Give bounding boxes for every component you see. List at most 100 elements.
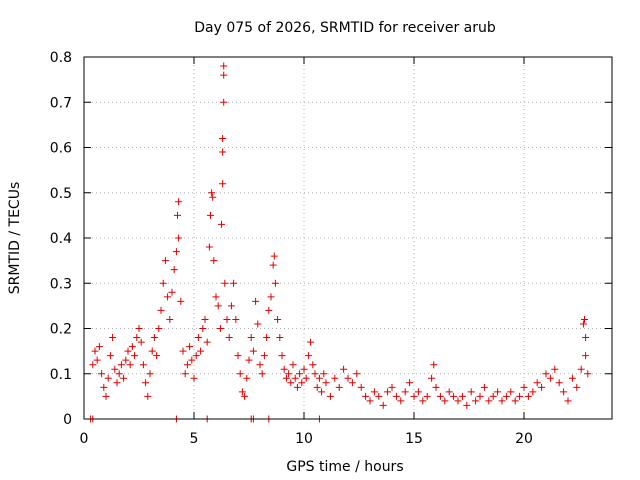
data-point (579, 320, 587, 328)
data-point (564, 397, 572, 405)
data-point (150, 334, 158, 342)
data-point (113, 379, 121, 387)
data-point (271, 279, 279, 287)
data-point (243, 374, 251, 382)
y-tick-label: 0 (63, 412, 72, 428)
data-point (256, 361, 264, 369)
data-point (450, 392, 458, 400)
data-point (538, 383, 546, 391)
data-point (139, 361, 147, 369)
data-point (100, 383, 108, 391)
data-point (252, 297, 260, 305)
data-point (289, 361, 297, 369)
data-point (201, 315, 209, 323)
data-point (265, 306, 273, 314)
data-point (320, 370, 328, 378)
data-point (357, 383, 365, 391)
data-point (441, 397, 449, 405)
chart-title: Day 075 of 2026, SRMTID for receiver aru… (194, 20, 496, 36)
data-point (480, 383, 488, 391)
data-point (236, 370, 244, 378)
data-point (153, 352, 161, 360)
data-point (542, 370, 550, 378)
data-point (573, 383, 581, 391)
y-tick-label: 0.1 (50, 367, 72, 383)
data-point (194, 334, 202, 342)
data-point (219, 180, 227, 188)
data-point (161, 257, 169, 265)
data-point (111, 365, 119, 373)
data-point (89, 361, 97, 369)
data-point (366, 397, 374, 405)
data-point (315, 374, 323, 382)
data-point (146, 370, 154, 378)
data-point (392, 392, 400, 400)
data-point (210, 257, 218, 265)
data-point (485, 397, 493, 405)
data-point (577, 365, 585, 373)
data-point (430, 361, 438, 369)
data-point (401, 388, 409, 396)
data-point (249, 347, 257, 355)
data-point (507, 388, 515, 396)
data-point (223, 315, 231, 323)
data-point (533, 379, 541, 387)
data-point (302, 374, 310, 382)
data-point (582, 334, 590, 342)
data-point (432, 383, 440, 391)
data-point (175, 198, 183, 206)
data-point (122, 356, 130, 364)
data-point (209, 193, 217, 201)
data-point (445, 388, 453, 396)
data-point (117, 361, 125, 369)
data-point (300, 365, 308, 373)
data-point (498, 397, 506, 405)
data-point (232, 315, 240, 323)
data-point (133, 334, 141, 342)
data-point (428, 374, 436, 382)
data-point (318, 388, 326, 396)
data-point (137, 338, 145, 346)
data-point (148, 347, 156, 355)
data-point (166, 315, 174, 323)
data-point (168, 288, 176, 296)
data-point (467, 388, 475, 396)
data-point (298, 379, 306, 387)
data-point (258, 370, 266, 378)
data-point (311, 370, 319, 378)
data-point (276, 334, 284, 342)
data-point (164, 293, 172, 301)
data-point (221, 279, 229, 287)
data-point (124, 347, 132, 355)
data-point (208, 189, 216, 197)
data-point (120, 374, 128, 382)
data-point (362, 392, 370, 400)
data-point (199, 325, 207, 332)
data-point (267, 293, 275, 301)
data-point (98, 370, 106, 378)
data-point (291, 374, 299, 382)
data-point (406, 379, 414, 387)
data-point (410, 392, 418, 400)
data-point (179, 347, 187, 355)
y-tick-label: 0.5 (50, 186, 72, 202)
data-point (216, 325, 224, 332)
data-point (282, 374, 290, 382)
data-point (188, 356, 196, 364)
data-point (205, 243, 213, 251)
data-point (502, 392, 510, 400)
data-point (174, 211, 181, 219)
data-point (135, 325, 143, 332)
data-point (280, 365, 288, 373)
data-point (388, 383, 396, 391)
data-point (181, 370, 189, 378)
data-point (241, 392, 249, 400)
data-point (238, 388, 246, 396)
data-point (304, 352, 312, 360)
data-point (326, 392, 334, 400)
data-point (348, 379, 356, 387)
x-tick-label: 10 (295, 431, 313, 447)
data-point (172, 248, 180, 256)
data-point (375, 392, 383, 400)
